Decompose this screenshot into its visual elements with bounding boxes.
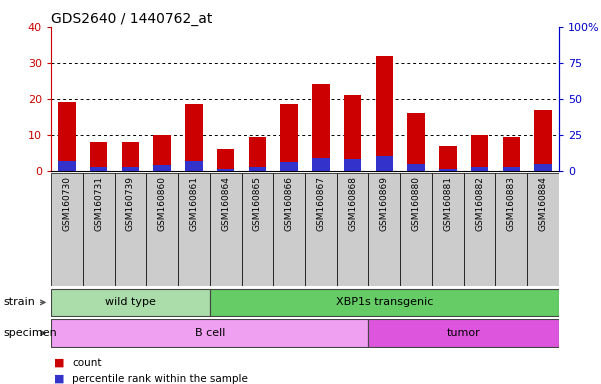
Bar <box>312 84 329 171</box>
Text: count: count <box>72 358 102 368</box>
Bar <box>83 173 115 286</box>
Bar <box>281 162 298 171</box>
Text: wild type: wild type <box>105 297 156 308</box>
Text: GSM160731: GSM160731 <box>94 176 103 231</box>
Bar <box>368 173 400 286</box>
Bar <box>534 110 552 171</box>
Text: GSM160730: GSM160730 <box>63 176 72 231</box>
Bar <box>312 158 329 171</box>
Text: ■: ■ <box>54 374 64 384</box>
Bar <box>217 149 234 171</box>
Bar <box>439 146 457 171</box>
Text: GSM160869: GSM160869 <box>380 176 389 231</box>
Bar <box>242 173 273 286</box>
Bar <box>464 173 495 286</box>
Bar <box>376 56 393 171</box>
Bar <box>249 167 266 171</box>
Bar <box>407 164 425 171</box>
Bar <box>439 169 457 171</box>
Text: GSM160868: GSM160868 <box>348 176 357 231</box>
Bar <box>407 113 425 171</box>
Bar <box>432 173 464 286</box>
Bar <box>122 142 139 171</box>
Bar <box>210 289 559 316</box>
Bar <box>185 104 203 171</box>
Text: GSM160881: GSM160881 <box>444 176 453 231</box>
Bar <box>90 167 108 171</box>
Text: specimen: specimen <box>3 328 56 338</box>
Bar <box>471 167 488 171</box>
Bar <box>368 319 559 347</box>
Text: B cell: B cell <box>195 328 225 338</box>
Bar <box>210 173 242 286</box>
Bar <box>305 173 337 286</box>
Bar <box>337 173 368 286</box>
Bar <box>502 167 520 171</box>
Bar <box>471 135 488 171</box>
Text: GDS2640 / 1440762_at: GDS2640 / 1440762_at <box>51 12 213 25</box>
Bar <box>51 289 210 316</box>
Bar <box>502 137 520 171</box>
Bar <box>51 173 83 286</box>
Text: GSM160866: GSM160866 <box>285 176 294 231</box>
Bar <box>51 319 368 347</box>
Bar <box>376 157 393 171</box>
Bar <box>344 95 361 171</box>
Text: GSM160864: GSM160864 <box>221 176 230 231</box>
Bar <box>527 173 559 286</box>
Bar <box>58 161 76 171</box>
Bar <box>115 173 146 286</box>
Text: GSM160860: GSM160860 <box>157 176 166 231</box>
Bar <box>153 135 171 171</box>
Bar <box>122 167 139 171</box>
Text: GSM160882: GSM160882 <box>475 176 484 231</box>
Bar <box>534 164 552 171</box>
Bar <box>178 173 210 286</box>
Bar <box>249 137 266 171</box>
Bar <box>400 173 432 286</box>
Text: GSM160861: GSM160861 <box>189 176 198 231</box>
Bar <box>153 165 171 171</box>
Bar <box>146 173 178 286</box>
Bar <box>273 173 305 286</box>
Text: GSM160865: GSM160865 <box>253 176 262 231</box>
Bar <box>344 159 361 171</box>
Text: tumor: tumor <box>447 328 481 338</box>
Text: GSM160739: GSM160739 <box>126 176 135 231</box>
Text: GSM160884: GSM160884 <box>538 176 548 231</box>
Bar <box>58 103 76 171</box>
Text: GSM160880: GSM160880 <box>412 176 421 231</box>
Bar <box>281 104 298 171</box>
Bar <box>185 161 203 171</box>
Text: strain: strain <box>3 297 35 308</box>
Bar <box>495 173 527 286</box>
Bar <box>217 169 234 171</box>
Text: GSM160883: GSM160883 <box>507 176 516 231</box>
Text: XBP1s transgenic: XBP1s transgenic <box>336 297 433 308</box>
Text: ■: ■ <box>54 358 64 368</box>
Text: GSM160867: GSM160867 <box>316 176 325 231</box>
Text: percentile rank within the sample: percentile rank within the sample <box>72 374 248 384</box>
Bar <box>90 142 108 171</box>
